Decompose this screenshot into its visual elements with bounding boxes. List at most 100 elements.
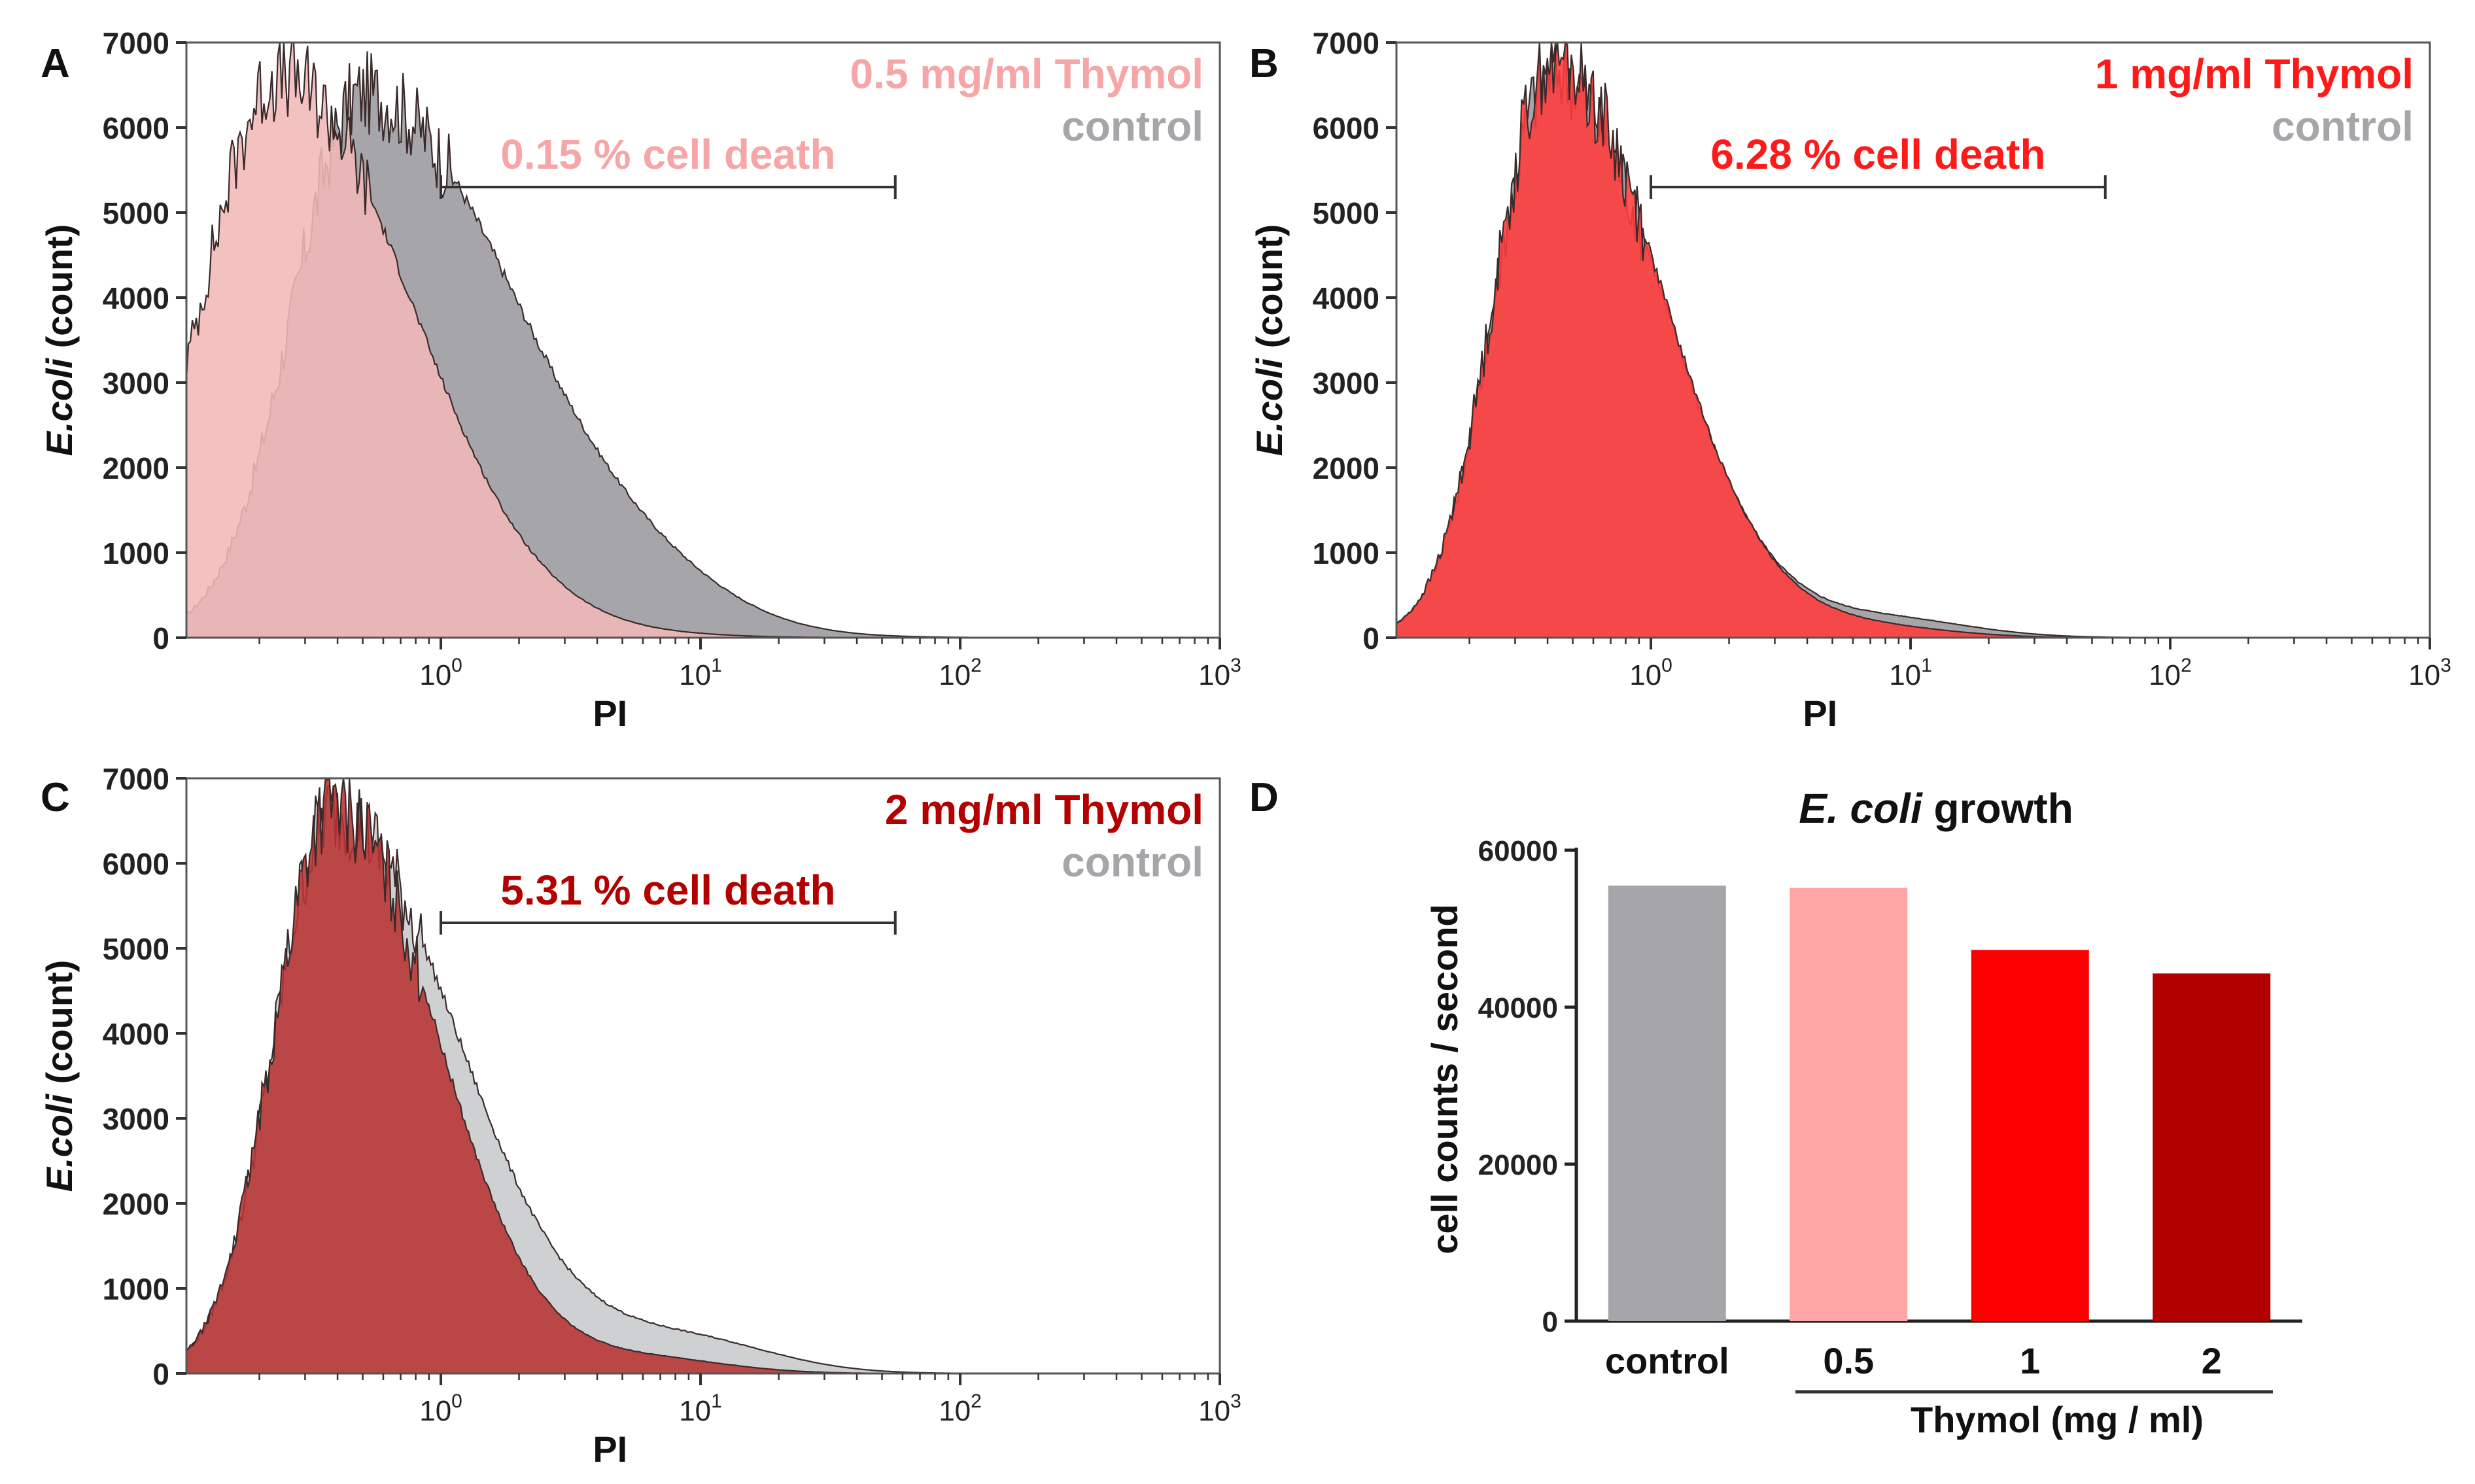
panel-label-b: B	[1249, 41, 1279, 86]
y-tick-label: 5000	[103, 932, 169, 966]
y-tick-label: 2000	[103, 1187, 169, 1221]
x-tick-base: 10	[1629, 659, 1661, 691]
y-tick-label: 1000	[103, 1272, 169, 1306]
x-tick-base: 10	[679, 1395, 711, 1427]
y-tick-label: 7000	[1313, 26, 1379, 60]
y-tick-label: 5000	[1313, 196, 1379, 230]
x-tick-label: 103	[1198, 655, 1241, 691]
x-tick-exponent: 0	[451, 655, 462, 676]
x-tick-exponent: 2	[971, 655, 982, 676]
x-tick-exponent: 3	[1230, 655, 1241, 676]
y-tick-label: 3000	[1313, 366, 1379, 400]
y-axis-label-italic: E.coli	[39, 358, 80, 457]
x-tick-label: 101	[679, 655, 722, 691]
bar-category-label: control	[1605, 1340, 1729, 1381]
bar-chart-title-rest: growth	[1922, 785, 2073, 832]
panel-label-c: C	[41, 775, 70, 820]
bar-y-tick-label: 0	[1542, 1306, 1558, 1338]
x-tick-exponent: 0	[451, 1390, 462, 1412]
bar-thymol-0-5	[1790, 888, 1908, 1321]
y-tick-label: 0	[152, 1357, 169, 1391]
legend-entry-thymol: 0.5 mg/ml Thymol	[850, 50, 1203, 97]
x-axis-label: PI	[593, 693, 627, 734]
legend-entry-thymol: 1 mg/ml Thymol	[2095, 50, 2414, 97]
bar-chart-x-axis-label: Thymol (mg / ml)	[1911, 1399, 2204, 1440]
y-tick-label: 6000	[103, 847, 169, 881]
y-axis-label-italic: E.coli	[39, 1094, 80, 1192]
bar-category-label: 2	[2202, 1340, 2222, 1381]
x-tick-base: 10	[419, 1395, 451, 1427]
x-tick-exponent: 1	[711, 1390, 722, 1412]
panel-label-d: D	[1249, 775, 1279, 820]
y-axis-label: E.coli (count)	[1249, 224, 1290, 457]
x-tick-exponent: 0	[1661, 655, 1672, 676]
gate-label: 6.28 % cell death	[1710, 131, 2045, 178]
y-axis-label-rest: (count)	[39, 224, 80, 358]
y-tick-label: 4000	[103, 281, 169, 315]
x-tick-label: 101	[679, 1390, 722, 1427]
legend-entry-control: control	[1062, 103, 1203, 150]
x-tick-base: 10	[939, 1395, 971, 1427]
x-tick-base: 10	[419, 659, 451, 691]
x-tick-label: 102	[939, 1390, 982, 1427]
x-tick-base: 10	[939, 659, 971, 691]
y-tick-label: 7000	[103, 26, 169, 60]
x-tick-label: 100	[419, 655, 462, 691]
panel-label-a: A	[41, 41, 70, 86]
x-axis-label: PI	[593, 1428, 627, 1470]
x-tick-label: 102	[939, 655, 982, 691]
y-tick-label: 2000	[1313, 451, 1379, 485]
x-tick-label: 100	[1629, 655, 1672, 691]
bar-thymol-1	[1971, 950, 2089, 1321]
y-tick-label: 4000	[103, 1017, 169, 1051]
bar-chart-title: E. coli growth	[1799, 785, 2073, 832]
y-tick-label: 7000	[103, 762, 169, 796]
y-axis-label: E.coli (count)	[39, 224, 80, 457]
y-tick-label: 1000	[1313, 536, 1379, 570]
bar-category-label: 1	[2020, 1340, 2040, 1381]
y-tick-label: 6000	[103, 111, 169, 145]
legend-entry-control: control	[1062, 838, 1203, 886]
y-tick-label: 0	[1362, 621, 1379, 655]
x-tick-exponent: 2	[971, 1390, 982, 1412]
y-tick-label: 2000	[103, 451, 169, 485]
bar-y-tick-label: 20000	[1478, 1149, 1558, 1181]
x-tick-exponent: 1	[711, 655, 722, 676]
x-tick-base: 10	[2149, 659, 2181, 691]
y-tick-label: 0	[152, 621, 169, 655]
x-tick-label: 103	[2408, 655, 2451, 691]
x-tick-label: 101	[1889, 655, 1932, 691]
legend-entry-control: control	[2272, 103, 2414, 150]
x-tick-base: 10	[1889, 659, 1921, 691]
y-tick-label: 3000	[103, 366, 169, 400]
y-tick-label: 6000	[1313, 111, 1379, 145]
y-tick-label: 1000	[103, 536, 169, 570]
x-axis-label: PI	[1803, 693, 1837, 734]
y-tick-label: 5000	[103, 196, 169, 230]
y-axis-label-rest: (count)	[1249, 224, 1290, 358]
y-axis-label-italic: E.coli	[1249, 358, 1290, 457]
x-tick-base: 10	[1198, 1395, 1230, 1427]
plot-frame	[185, 777, 1221, 1375]
bar-y-tick-label: 60000	[1478, 835, 1558, 867]
x-tick-base: 10	[679, 659, 711, 691]
bar-chart-title-italic: E. coli	[1799, 785, 1923, 832]
x-tick-exponent: 2	[2181, 655, 2192, 676]
x-tick-exponent: 1	[1921, 655, 1932, 676]
y-axis-label: E.coli (count)	[39, 960, 80, 1192]
y-tick-label: 3000	[103, 1102, 169, 1136]
legend-entry-thymol: 2 mg/ml Thymol	[885, 786, 1203, 833]
bar-category-label: 0.5	[1823, 1340, 1874, 1381]
y-tick-label: 4000	[1313, 281, 1379, 315]
bar-control	[1608, 886, 1726, 1321]
bar-chart-panel-d: E. coli growth cell counts / second Thym…	[1424, 785, 2302, 1440]
bar-thymol-2	[2153, 973, 2271, 1321]
x-tick-label: 100	[419, 1390, 462, 1427]
bar-chart-y-axis-label: cell counts / second	[1424, 904, 1465, 1254]
plot-frame	[185, 41, 1221, 639]
x-tick-label: 102	[2149, 655, 2192, 691]
